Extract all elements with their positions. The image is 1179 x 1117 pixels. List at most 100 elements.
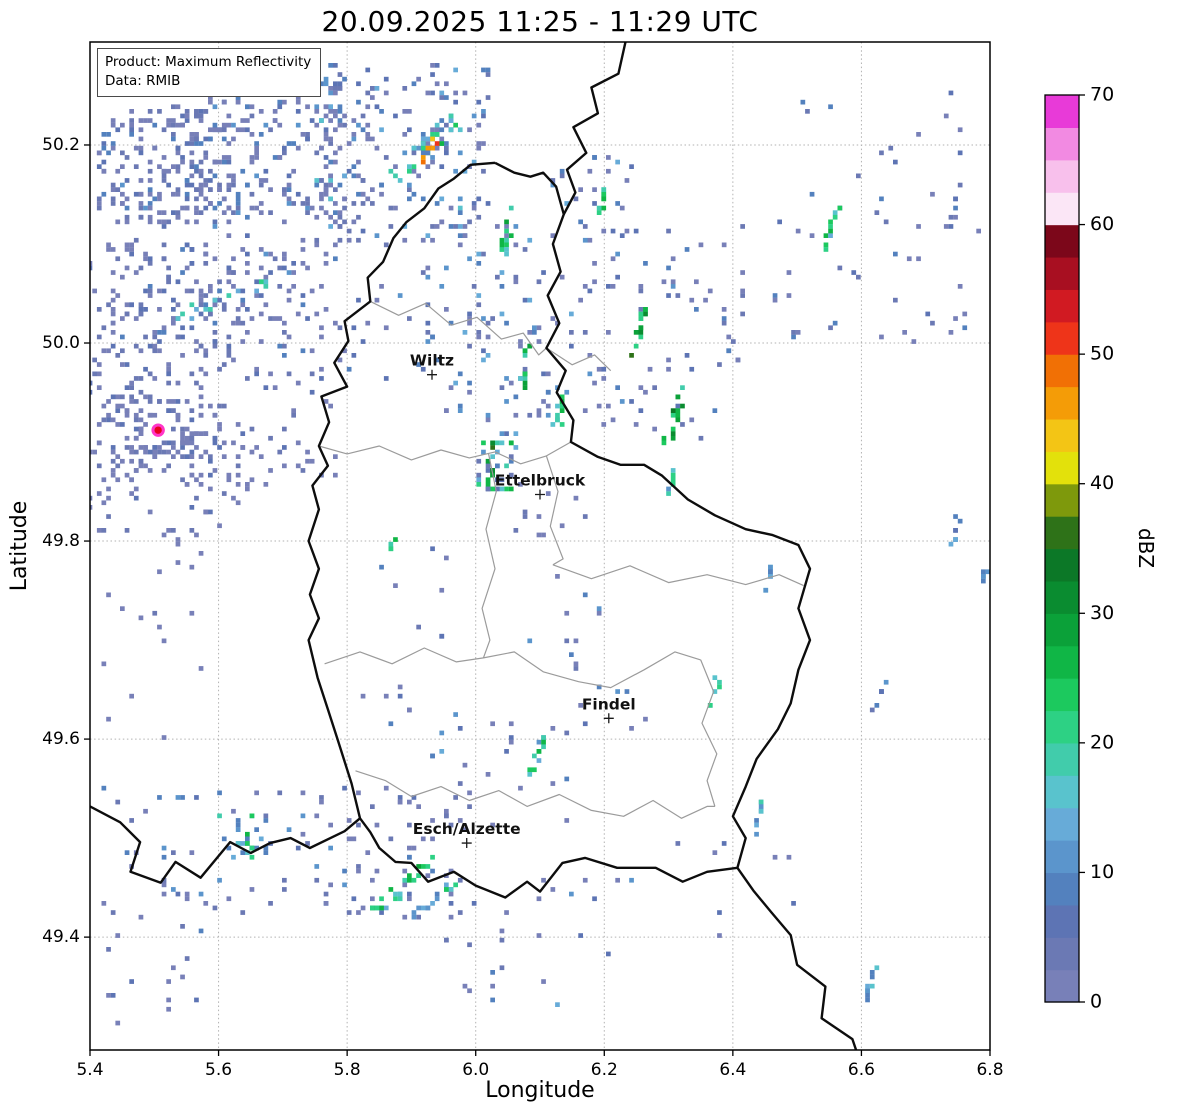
echo-cell [166, 1006, 171, 1012]
echo-cell [143, 422, 148, 427]
echo-cell [120, 606, 125, 611]
echo-cell [55, 454, 60, 459]
echo-cell [462, 224, 468, 229]
x-tick-label: 6.8 [976, 1060, 1003, 1080]
echo-cell [198, 366, 204, 372]
echo-cell [194, 164, 199, 169]
echo-cell [115, 477, 121, 483]
echo-cell [203, 182, 209, 188]
echo-cell [231, 320, 236, 326]
echo-cell [536, 758, 542, 763]
echo-cell [550, 887, 556, 892]
echo-cell [768, 569, 773, 575]
echo-cell [365, 67, 371, 73]
echo-cell [180, 113, 185, 119]
echo-cell [360, 113, 366, 119]
echo-cell [370, 95, 375, 100]
echo-cell [115, 422, 121, 427]
echo-cell [166, 997, 171, 1003]
echo-cell [504, 320, 509, 326]
echo-cell [282, 330, 287, 335]
echo-cell [300, 813, 306, 819]
echo-cell [78, 418, 83, 423]
echo-cell [360, 201, 366, 206]
echo-cell [448, 224, 454, 229]
echo-cell [333, 86, 338, 91]
echo-cell [518, 339, 523, 344]
echo-cell [28, 413, 33, 418]
echo-cell [356, 297, 361, 303]
figure-title: 20.09.2025 11:25 - 11:29 UTC [321, 5, 759, 38]
echo-cell [175, 279, 181, 285]
echo-cell [309, 371, 315, 377]
echo-cell [208, 472, 213, 478]
echo-cell [254, 845, 259, 851]
echo-cell [462, 983, 468, 989]
echo-cell [333, 201, 338, 206]
echo-cell [101, 500, 107, 506]
echo-cell [198, 113, 204, 119]
echo-cell [60, 316, 65, 321]
echo-cell [208, 509, 213, 515]
echo-cell [823, 247, 829, 252]
echo-cell [175, 316, 181, 321]
echo-cell [65, 275, 70, 280]
echo-cell [953, 514, 958, 519]
echo-cell [198, 297, 204, 303]
echo-cell [147, 219, 153, 225]
echo-cell [268, 316, 273, 321]
echo-cell [32, 450, 37, 455]
echo-cell [365, 122, 371, 128]
echo-cell [550, 233, 556, 238]
echo-cell [175, 449, 181, 455]
echo-cell [138, 191, 144, 197]
echo-cell [532, 767, 537, 773]
echo-cell [467, 389, 472, 395]
echo-cell [425, 150, 431, 156]
echo-cell [374, 822, 380, 828]
echo-cell [351, 325, 357, 331]
echo-cell [559, 403, 565, 409]
echo-cell [208, 311, 213, 317]
echo-cell [55, 491, 60, 496]
echo-cell [652, 385, 657, 390]
echo-cell [189, 505, 195, 510]
city-label: Ettelbruck [495, 472, 586, 490]
x-axis-label: Longitude [485, 1078, 595, 1103]
echo-cell [189, 247, 195, 252]
echo-cell [143, 449, 148, 455]
echo-cell [578, 297, 583, 303]
echo-cell [888, 145, 894, 151]
echo-cell [166, 463, 171, 469]
echo-cell [175, 380, 181, 386]
echo-cell [231, 182, 236, 188]
colorbar-frame [1044, 94, 1080, 1003]
echo-cell [564, 389, 570, 395]
echo-cell [157, 219, 162, 225]
echo-cell [249, 316, 255, 321]
echo-cell [453, 224, 458, 229]
echo-cell [957, 182, 963, 188]
echo-cell [189, 454, 195, 459]
echo-cell [356, 99, 361, 105]
echo-cell [953, 537, 958, 542]
echo-cell [157, 348, 162, 354]
echo-cell [198, 928, 204, 934]
echo-cell [351, 836, 357, 842]
echo-cell [328, 86, 333, 91]
echo-cell [328, 173, 333, 179]
echo-cell [670, 284, 676, 289]
echo-cell [615, 689, 620, 694]
echo-cell [184, 182, 190, 188]
echo-cell [582, 330, 588, 335]
echo-cell [286, 827, 292, 832]
echo-cell [231, 270, 236, 275]
echo-cell [481, 251, 486, 257]
echo-cell [175, 302, 181, 308]
echo-cell [90, 495, 93, 501]
echo-cell [272, 109, 278, 114]
echo-cell [282, 463, 287, 469]
colorbar-segment [1045, 321, 1079, 355]
